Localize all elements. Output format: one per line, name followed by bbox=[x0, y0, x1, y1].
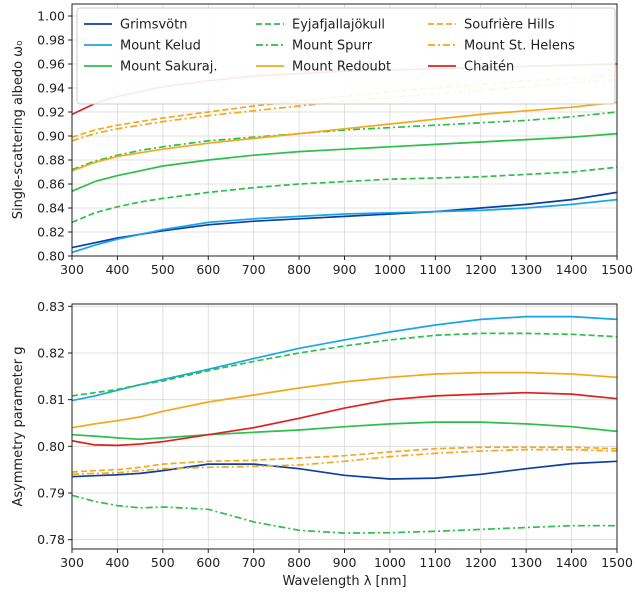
y-axis-title: Single-scattering albedo ω₀ bbox=[11, 41, 26, 220]
legend-label: Grimsvötn bbox=[120, 18, 187, 33]
series-line bbox=[72, 315, 617, 402]
legend-frame bbox=[76, 7, 616, 105]
series-line bbox=[72, 166, 617, 224]
legend-label: Mount Redoubt bbox=[292, 60, 391, 75]
y-tick-label: 0.84 bbox=[37, 201, 65, 216]
y-axis-title: Asymmetry parameter g bbox=[11, 347, 26, 507]
plot-frame bbox=[71, 3, 618, 257]
series-line bbox=[72, 391, 617, 447]
series-line bbox=[72, 448, 617, 476]
x-tick-label: 1500 bbox=[601, 555, 633, 570]
series-line bbox=[72, 494, 617, 534]
y-tick-label: 0.83 bbox=[37, 299, 65, 314]
y-tick-label: 0.78 bbox=[37, 532, 65, 547]
y-tick-label: 0.86 bbox=[37, 177, 65, 192]
plot-frame bbox=[71, 303, 618, 550]
x-axis-title: Wavelength λ [nm] bbox=[282, 574, 406, 589]
x-tick-label: 900 bbox=[333, 555, 357, 570]
x-tick-label: 1300 bbox=[510, 555, 542, 570]
x-tick-label: 1200 bbox=[465, 555, 497, 570]
series-line bbox=[72, 332, 617, 397]
y-tick-label: 0.79 bbox=[37, 486, 65, 501]
x-tick-label: 700 bbox=[242, 555, 266, 570]
legend-label: Mount Sakuraj. bbox=[120, 60, 218, 75]
series-line bbox=[72, 460, 617, 480]
series-line bbox=[72, 371, 617, 429]
y-tick-label: 0.88 bbox=[37, 153, 65, 168]
legend-label: Mount Spurr bbox=[292, 39, 373, 54]
x-tick-label: 1000 bbox=[374, 262, 406, 277]
y-tick-label: 0.80 bbox=[37, 439, 65, 454]
y-tick-label: 0.82 bbox=[37, 225, 65, 240]
x-tick-label: 500 bbox=[151, 262, 175, 277]
y-tick-label: 0.82 bbox=[37, 346, 65, 361]
x-tick-label: 400 bbox=[105, 555, 129, 570]
y-tick-label: 0.94 bbox=[37, 81, 65, 96]
x-tick-label: 1500 bbox=[601, 262, 633, 277]
x-tick-label: 800 bbox=[287, 555, 311, 570]
x-tick-label: 700 bbox=[242, 262, 266, 277]
legend-label: Mount Kelud bbox=[120, 39, 201, 54]
x-tick-label: 1200 bbox=[465, 262, 497, 277]
series-line bbox=[72, 421, 617, 441]
x-tick-label: 1100 bbox=[419, 555, 451, 570]
y-tick-label: 0.81 bbox=[37, 392, 65, 407]
x-tick-label: 1400 bbox=[556, 262, 588, 277]
legend: Grimsvötn Mount Kelud Mount Sakuraj. Eyjafj… bbox=[76, 7, 616, 105]
x-tick-label: 600 bbox=[196, 262, 220, 277]
asymmetry-panel: 300 400 500 600 700 800 900 1000 1100 1200 1300 140… bbox=[11, 299, 633, 589]
series-line bbox=[72, 132, 617, 192]
series-group bbox=[72, 315, 617, 534]
legend-label: Eyjafjallajökull bbox=[292, 18, 385, 33]
y-tick-label: 0.90 bbox=[37, 129, 65, 144]
legend-label: Soufrière Hills bbox=[464, 18, 555, 33]
series-line bbox=[72, 446, 617, 473]
series-line bbox=[72, 198, 617, 254]
y-tick-label: 1.00 bbox=[37, 9, 65, 24]
x-tick-label: 300 bbox=[60, 555, 84, 570]
series-line bbox=[72, 78, 617, 142]
x-tick-label: 900 bbox=[333, 262, 357, 277]
y-tick-label: 0.80 bbox=[37, 249, 65, 264]
legend-label: Chaitén bbox=[464, 60, 514, 75]
x-tick-label: 500 bbox=[151, 555, 175, 570]
x-tick-label: 400 bbox=[105, 262, 129, 277]
x-tick-label: 800 bbox=[287, 262, 311, 277]
y-tick-label: 0.98 bbox=[37, 33, 65, 48]
x-tick-label: 300 bbox=[60, 262, 84, 277]
y-tick-label: 0.92 bbox=[37, 105, 65, 120]
series-line bbox=[72, 101, 617, 172]
x-tick-label: 1400 bbox=[556, 555, 588, 570]
x-tick-label: 1300 bbox=[510, 262, 542, 277]
x-tick-label: 1000 bbox=[374, 555, 406, 570]
y-tick-label: 0.96 bbox=[37, 57, 65, 72]
x-tick-label: 1100 bbox=[419, 262, 451, 277]
x-tick-label: 600 bbox=[196, 555, 220, 570]
legend-label: Mount St. Helens bbox=[464, 39, 575, 54]
